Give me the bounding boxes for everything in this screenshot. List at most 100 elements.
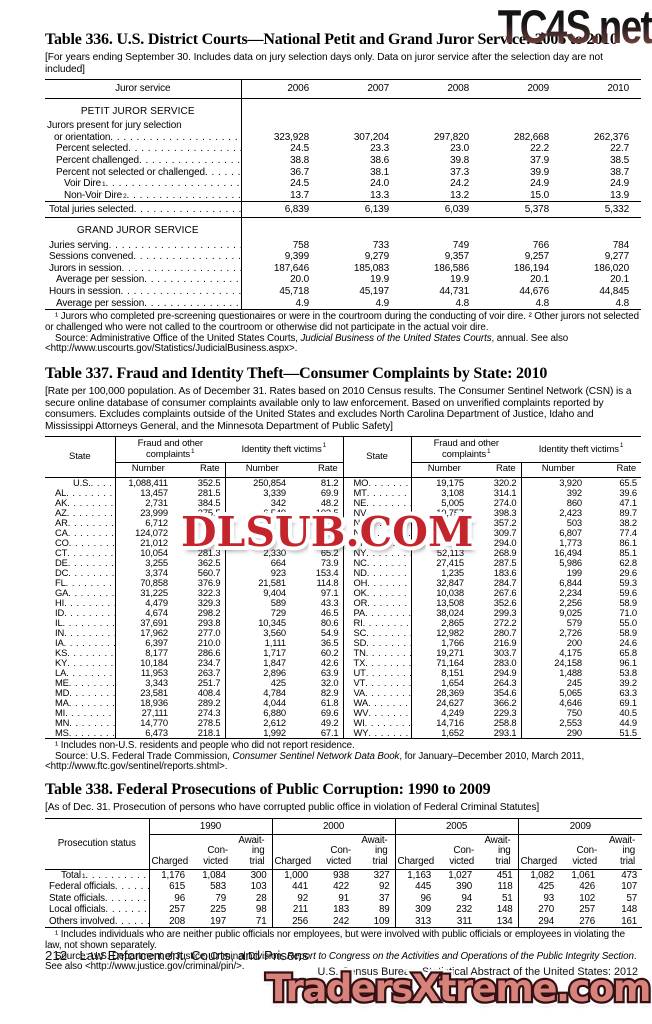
value-cell: 303.7 [477, 647, 522, 658]
table-337-body: U.S. 1,088,411 352.5 250,854 81.2MO 19,175 320… [45, 477, 641, 739]
column-header-prosecution-status: Prosecution status [45, 818, 150, 870]
table-336-source: Source: Administrative Office of the Uni… [45, 332, 569, 355]
value-cell: 52,113 [436, 547, 464, 558]
value-cell: 45,197 [359, 285, 389, 297]
value-cell: 24.0 [370, 178, 389, 190]
table-338-note: [As of Dec. 31. Prosecution of persons w… [45, 802, 540, 814]
value-cell: 263.7 [181, 667, 226, 678]
dot-leader [66, 488, 114, 498]
row-label: Hours in session [45, 285, 242, 298]
value-cell: 245 [566, 677, 582, 688]
table-338-subheader-row: Charged Con- victed Await- ing trial Cha… [45, 834, 643, 870]
dot-leader [365, 688, 410, 698]
table-row: DE 3,255 362.5 664 73.9NC 27,415 287.5 5,986 62.… [45, 557, 641, 568]
value-cell: 375.5 [181, 507, 226, 518]
value-cell: 560.7 [181, 567, 226, 578]
value-cell: 37.3 [450, 166, 469, 178]
column-header-charged: Charged [149, 834, 195, 870]
table-row: State officials 96 79 28 92 91 37 96 94 51 93 102 57 [45, 892, 642, 905]
column-header-convicted: Con- victed [564, 834, 605, 870]
value-cell: 1,235 [441, 567, 464, 578]
value-cell: 71,164 [436, 657, 464, 668]
table-row: MD 23,581 408.4 4,784 82.9VA 28,369 354.6 5,065… [45, 687, 641, 698]
value-cell: 3,343 [145, 677, 168, 688]
value-cell: 6,397 [145, 637, 168, 648]
row-label: IA [45, 637, 116, 648]
value-cell: 4,646 [559, 697, 582, 708]
value-cell: 6,844 [559, 577, 582, 588]
row-label: OR [343, 597, 412, 608]
value-cell: 390 [456, 881, 473, 893]
value-cell: 37.9 [530, 154, 549, 166]
column-header-awaiting-trial: Await- ing trial [358, 834, 396, 870]
value-cell: 5,065 [559, 687, 582, 698]
table-row: IL 37,691 293.8 10,345 80.6RI 2,865 272.2 579 55… [45, 617, 641, 628]
watermark-tradersxtreme-outline: TradersXtreme.com [264, 965, 652, 1013]
empty-cell [321, 217, 401, 239]
row-label: CA [45, 527, 116, 538]
value-cell: 16,494 [554, 547, 582, 558]
row-label: U.S. [45, 477, 116, 488]
row-label: LA [45, 667, 116, 678]
value-cell: 85.1 [619, 547, 637, 558]
section-row: PETIT JUROR SERVICE [45, 98, 641, 121]
value-cell: 38.6 [370, 154, 389, 166]
column-header-rate: Rate [299, 462, 344, 478]
column-header-year: 2009 [481, 79, 561, 99]
value-cell: 352.6 [477, 597, 522, 608]
dot-leader [69, 728, 114, 738]
value-cell: 24,627 [436, 697, 464, 708]
value-cell: 51.5 [619, 727, 637, 738]
value-cell: 92 [378, 881, 390, 893]
census-source-line: U.S. Census Bureau, Statistical Abstract… [317, 966, 638, 978]
dot-leader [64, 638, 114, 648]
value-cell: 293.8 [181, 617, 226, 628]
dot-leader [110, 132, 240, 144]
row-label: KS [45, 647, 116, 658]
footer-section-title: Law Enforcement, Courts, and Prisons [79, 948, 309, 963]
row-label: NM [343, 537, 412, 548]
row-label: VT [343, 677, 412, 688]
value-cell: 579 [566, 617, 582, 628]
value-cell: 289.2 [181, 697, 226, 708]
column-header-convicted: Con- victed [441, 834, 482, 870]
value-cell: 274.0 [477, 497, 522, 508]
dot-leader [67, 508, 114, 518]
value-cell: 354.6 [477, 687, 522, 698]
value-cell: 1,847 [263, 657, 286, 668]
dot-leader [69, 538, 114, 548]
table-338-notes: ¹ Includes individuals who are neither p… [45, 929, 641, 973]
column-header-juror-service: Juror service [45, 79, 242, 99]
value-cell: 276 [579, 915, 596, 927]
row-label: CO [45, 537, 116, 548]
value-cell: 860 [566, 497, 582, 508]
value-cell: 257 [169, 904, 185, 916]
value-cell: 2,553 [559, 717, 582, 728]
value-cell: 6,839 [241, 201, 321, 218]
value-cell: 426 [579, 881, 596, 893]
dot-leader [105, 178, 240, 190]
value-cell: 28 [255, 892, 267, 904]
value-cell: 118 [497, 881, 513, 893]
value-cell: 38,024 [436, 607, 464, 618]
value-cell: 268.9 [477, 547, 522, 558]
value-cell: 40.5 [619, 707, 637, 718]
value-cell: 284.7 [477, 577, 522, 588]
value-cell: 23,581 [140, 687, 168, 698]
value-cell: 281.5 [181, 487, 226, 498]
value-cell: 19,175 [436, 477, 464, 488]
value-cell: 46.5 [299, 607, 344, 618]
value-cell: 38.7 [610, 166, 629, 178]
dot-leader [366, 638, 410, 648]
dot-leader [144, 298, 240, 310]
table-337-header-row-2: Number Rate Number Rate Number Rate Numb… [45, 462, 641, 478]
table-336: Juror service 2006 2007 2008 2009 2010 P… [45, 79, 641, 311]
column-group-2009: 2009 [517, 818, 643, 836]
value-cell: 277.0 [181, 627, 226, 638]
row-label: MO [343, 477, 412, 488]
dot-leader [68, 568, 114, 578]
value-cell: 14,770 [140, 717, 168, 728]
column-group-2005: 2005 [394, 818, 519, 836]
